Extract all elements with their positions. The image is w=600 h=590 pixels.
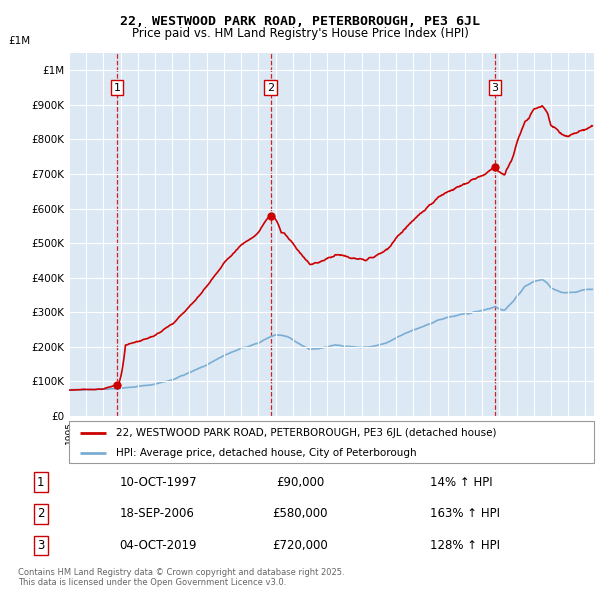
Text: 14% ↑ HPI: 14% ↑ HPI [430,476,493,489]
Text: 163% ↑ HPI: 163% ↑ HPI [430,507,500,520]
Text: 1: 1 [113,83,121,93]
Text: 10-OCT-1997: 10-OCT-1997 [119,476,197,489]
Text: 1: 1 [37,476,44,489]
Text: 18-SEP-2006: 18-SEP-2006 [119,507,194,520]
Text: 2: 2 [37,507,44,520]
Text: £1M: £1M [8,36,31,46]
Text: 22, WESTWOOD PARK ROAD, PETERBOROUGH, PE3 6JL: 22, WESTWOOD PARK ROAD, PETERBOROUGH, PE… [120,15,480,28]
Text: 128% ↑ HPI: 128% ↑ HPI [430,539,500,552]
Text: 2: 2 [267,83,274,93]
Text: 3: 3 [491,83,499,93]
Text: Contains HM Land Registry data © Crown copyright and database right 2025.
This d: Contains HM Land Registry data © Crown c… [18,568,344,587]
Text: 04-OCT-2019: 04-OCT-2019 [119,539,197,552]
Text: 22, WESTWOOD PARK ROAD, PETERBOROUGH, PE3 6JL (detached house): 22, WESTWOOD PARK ROAD, PETERBOROUGH, PE… [116,428,497,438]
Text: HPI: Average price, detached house, City of Peterborough: HPI: Average price, detached house, City… [116,448,417,457]
Text: £720,000: £720,000 [272,539,328,552]
Text: £90,000: £90,000 [276,476,324,489]
Text: 3: 3 [37,539,44,552]
Text: Price paid vs. HM Land Registry's House Price Index (HPI): Price paid vs. HM Land Registry's House … [131,27,469,40]
Text: £580,000: £580,000 [272,507,328,520]
